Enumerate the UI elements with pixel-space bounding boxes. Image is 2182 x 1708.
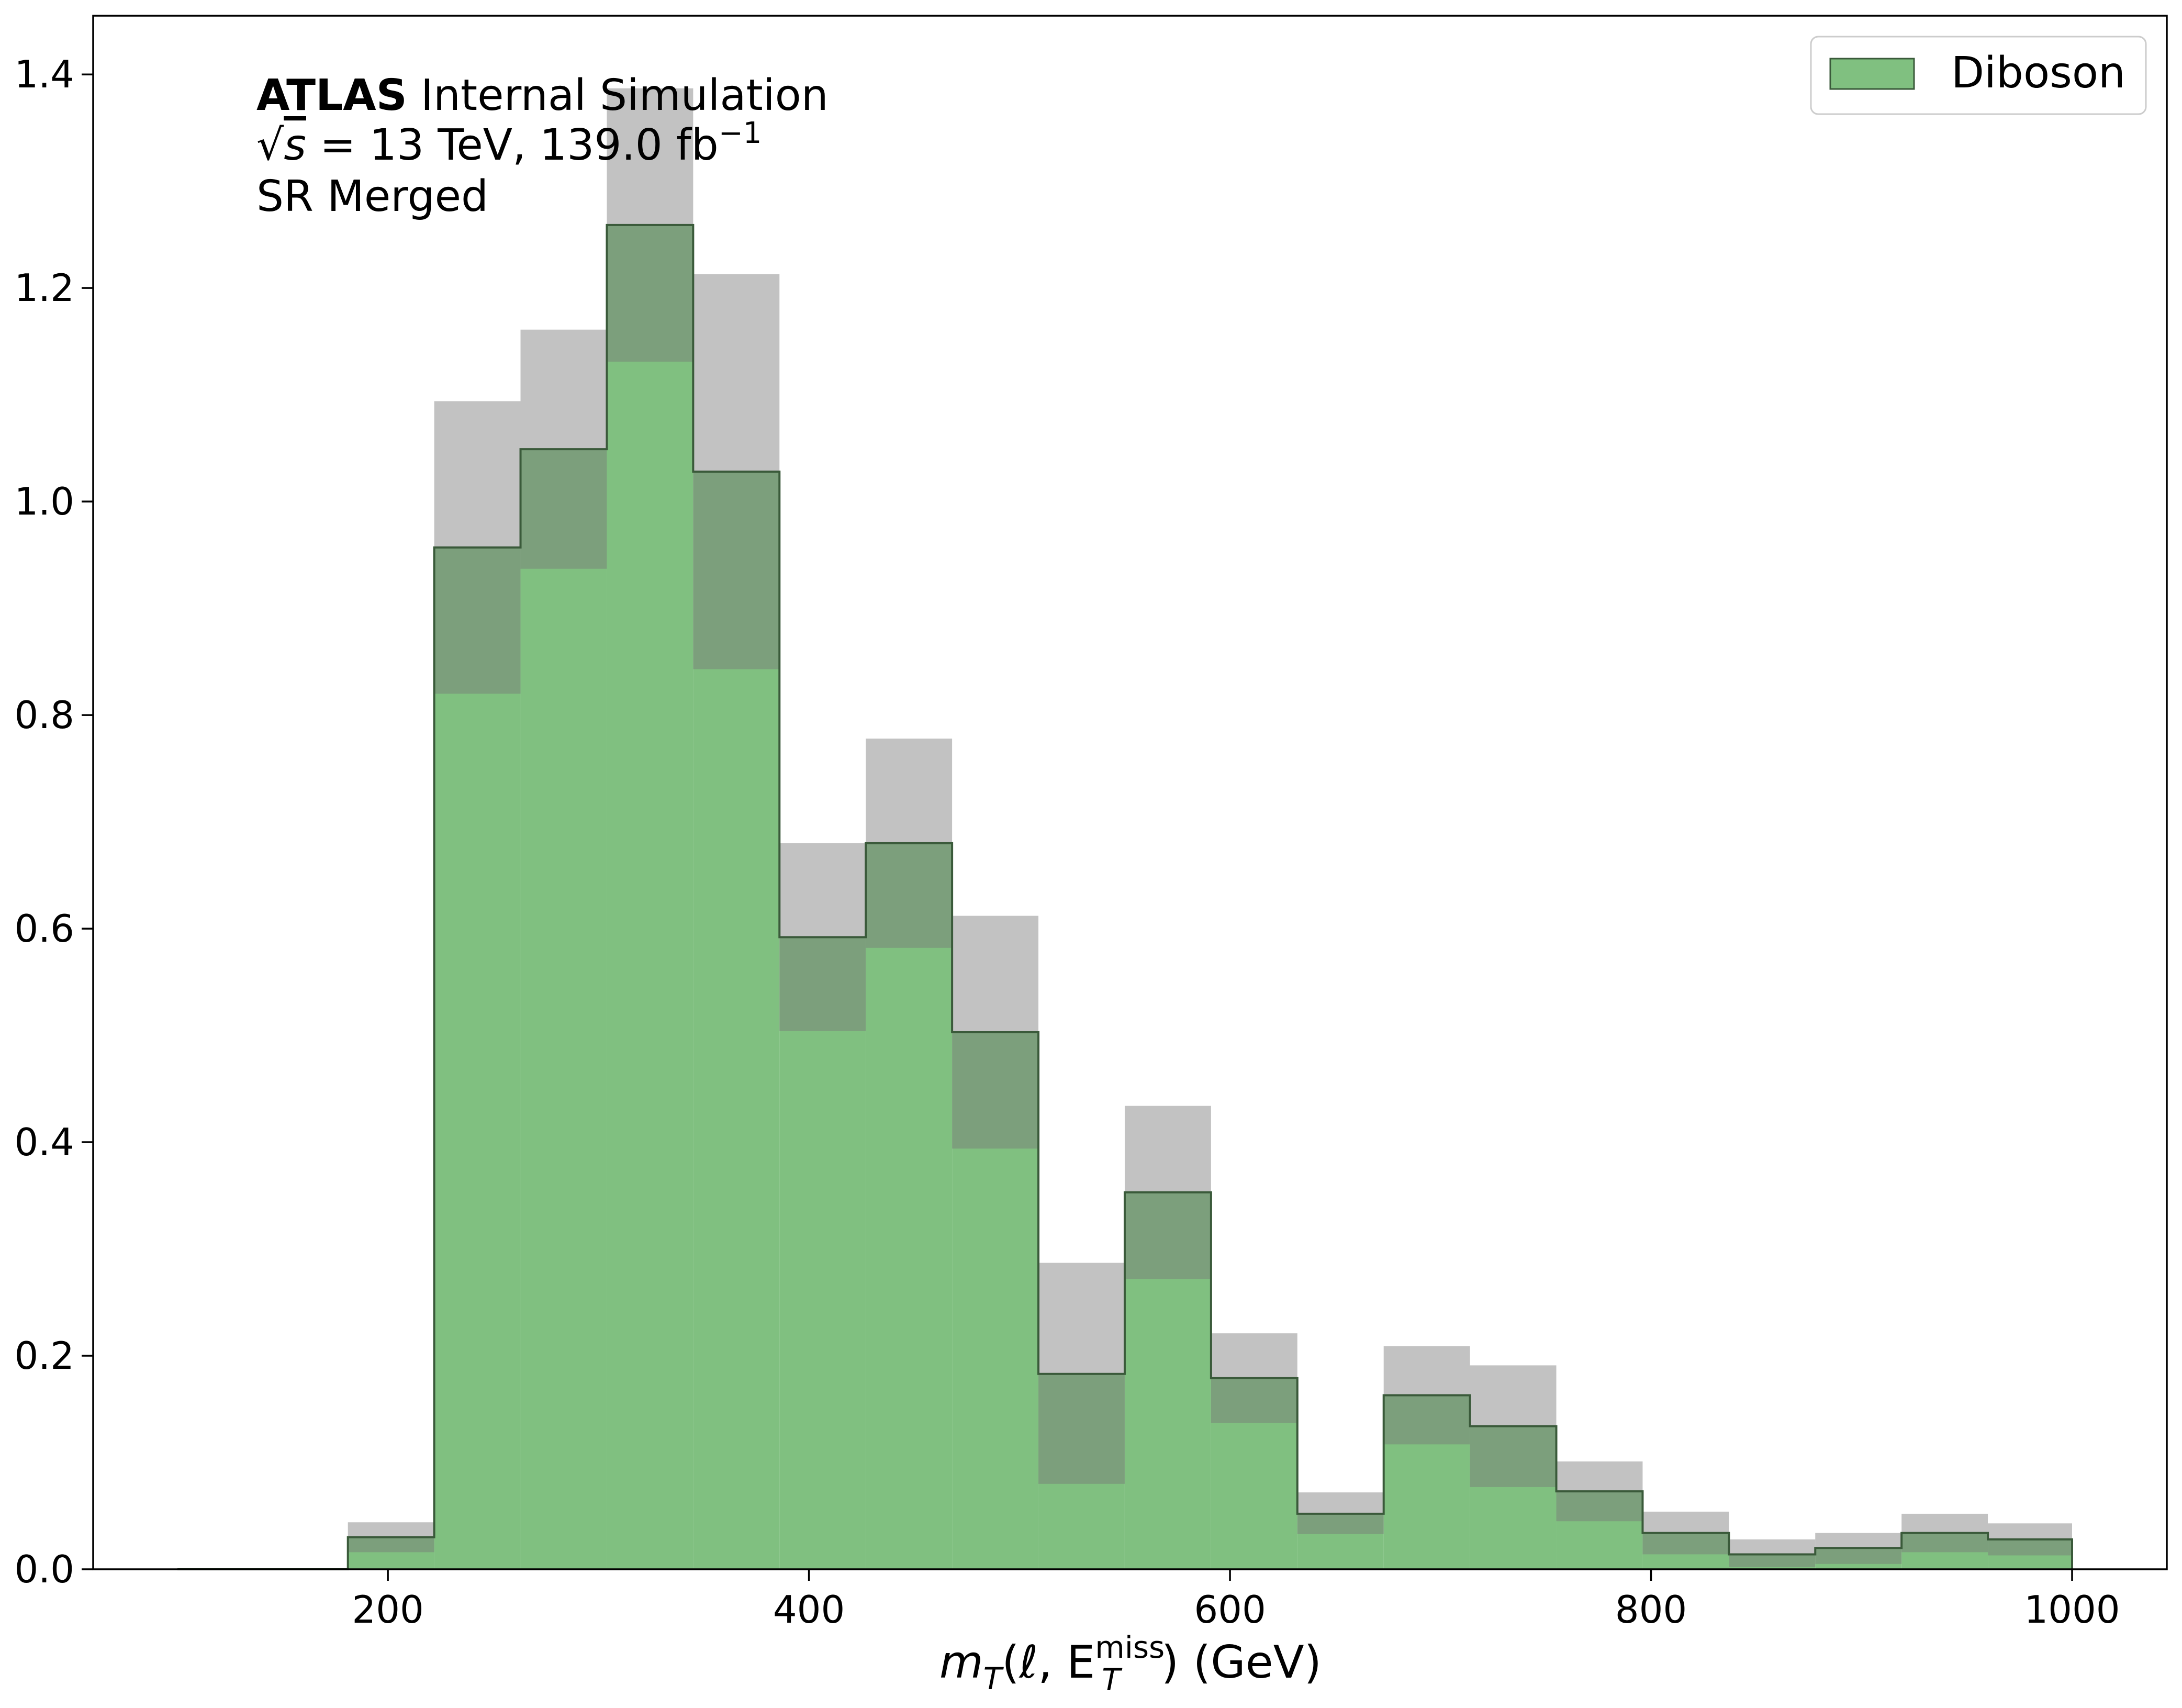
atlas-label: ATLAS Internal Simulation	[256, 71, 829, 120]
histogram-bar	[607, 225, 693, 1570]
y-tick-label: 0.8	[14, 693, 74, 737]
histogram-bar	[693, 472, 780, 1570]
y-tick-label: 1.2	[14, 266, 74, 310]
histogram-bar	[1901, 1533, 1988, 1569]
x-axis-title: mT(ℓ, Emiss T) (GeV)	[939, 1629, 1322, 1698]
legend-swatch	[1829, 58, 1915, 90]
atlas-bold: ATLAS	[256, 71, 407, 120]
y-axis-ticks: 0.0 0.2 0.4 0.6 0.8 1.0 1.2 1.4	[14, 52, 93, 1591]
histogram-bar	[1729, 1554, 1816, 1569]
y-tick-label: 0.6	[14, 907, 74, 951]
sqrt-symbol: √	[256, 120, 284, 170]
legend-label-diboson: Diboson	[1951, 48, 2125, 98]
x-tick-label: 1000	[2024, 1588, 2120, 1632]
x-title-close: ) (GeV)	[1161, 1636, 1322, 1689]
x-title-open: (ℓ, E	[1002, 1636, 1095, 1689]
histogram-bar	[348, 1537, 434, 1569]
x-tick-label: 200	[352, 1588, 423, 1632]
x-tick-label: 400	[773, 1588, 845, 1632]
histogram-bar	[1642, 1533, 1729, 1569]
histogram-bar	[779, 937, 866, 1569]
energy-lumi-label: √s = 13 TeV, 139.0 fb−1	[256, 116, 762, 170]
histogram-bar	[1815, 1548, 1902, 1569]
x-axis-ticks: 200 400 600 800 1000	[352, 1569, 2120, 1632]
x-title-e-sup: miss	[1095, 1629, 1165, 1665]
y-tick-label: 0.4	[14, 1120, 74, 1164]
histogram-bar	[520, 449, 607, 1570]
histogram-outline	[177, 224, 2073, 1570]
legend-box	[1810, 36, 2147, 115]
histogram-bar	[1297, 1513, 1384, 1569]
x-title-m: m	[939, 1636, 983, 1689]
y-tick-label: 0.0	[14, 1547, 74, 1591]
histogram-bar	[1124, 1192, 1211, 1569]
histogram-bar	[1556, 1491, 1643, 1569]
uncertainty-band	[1729, 1539, 1816, 1567]
histogram-bar	[1211, 1378, 1297, 1569]
bars-layer	[348, 225, 2072, 1570]
legend: Diboson	[1810, 36, 2147, 115]
histogram-bar	[1383, 1395, 1470, 1569]
energy-lumi-text: = 13 TeV, 139.0 fb	[306, 120, 719, 170]
histogram-bar	[866, 843, 953, 1569]
histogram-bar	[434, 547, 521, 1569]
sqrt-s: s	[284, 120, 306, 170]
y-tick-label: 1.0	[14, 479, 74, 523]
x-title-m-sub: T	[983, 1661, 1004, 1696]
histogram-bar	[1988, 1539, 2072, 1569]
x-tick-label: 800	[1615, 1588, 1687, 1632]
histogram-bar	[1038, 1374, 1125, 1569]
x-tick-label: 600	[1194, 1588, 1266, 1632]
histogram-bar	[1470, 1426, 1557, 1569]
histogram-bar	[952, 1032, 1039, 1569]
y-tick-label: 1.4	[14, 52, 74, 96]
lumi-exponent: −1	[719, 116, 762, 150]
x-title-e-sub: T	[1102, 1662, 1123, 1698]
atlas-rest: Internal Simulation	[407, 71, 829, 120]
y-tick-label: 0.2	[14, 1334, 74, 1378]
region-label: SR Merged	[256, 172, 488, 221]
plot-frame	[92, 15, 2168, 1570]
